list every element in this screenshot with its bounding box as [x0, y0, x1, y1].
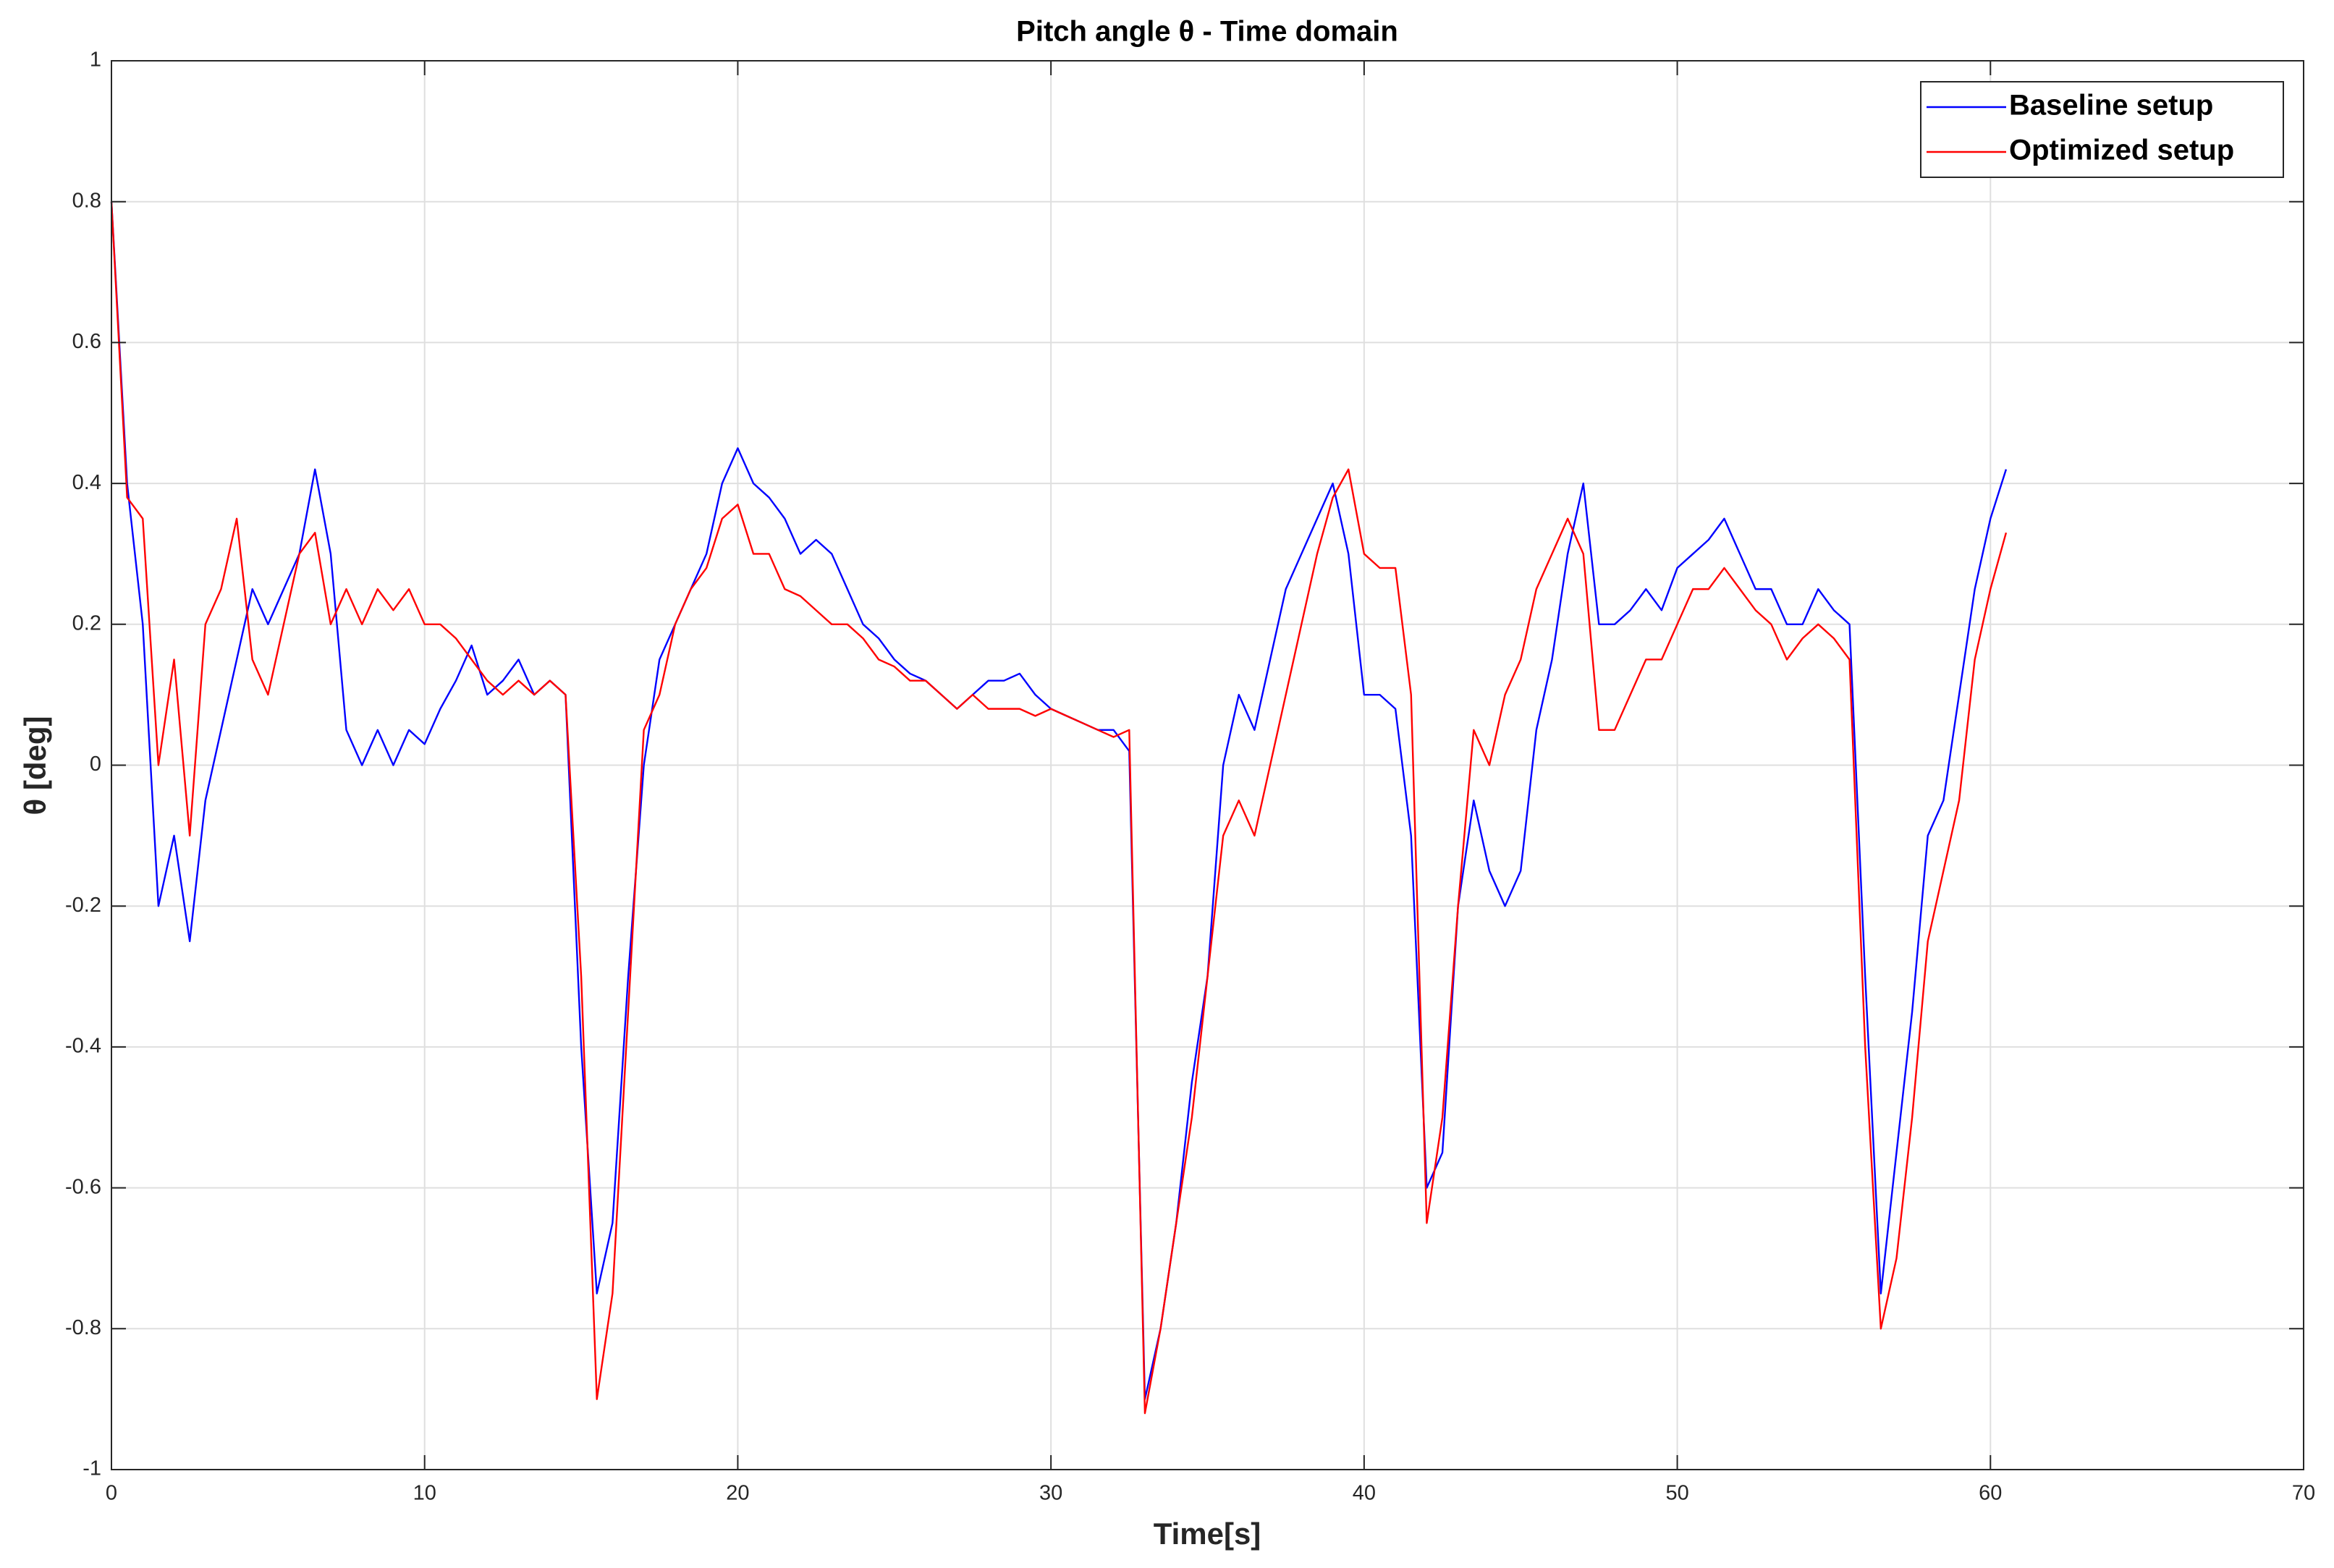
y-tick-label: -0.2 — [65, 894, 101, 917]
y-tick-label: -0.6 — [65, 1175, 101, 1198]
y-axis-label: θ [deg] — [18, 716, 52, 815]
x-tick-label: 30 — [1039, 1482, 1062, 1505]
x-tick-label: 50 — [1665, 1482, 1688, 1505]
x-axis-label: Time[s] — [1154, 1517, 1261, 1551]
y-tick-label: 1 — [90, 48, 101, 72]
y-tick-label: -1 — [83, 1457, 101, 1480]
y-tick-label: -0.4 — [65, 1035, 101, 1058]
x-tick-label: 20 — [726, 1482, 749, 1505]
y-tick-label: 0 — [90, 753, 101, 776]
legend-box — [1920, 81, 2284, 178]
chart-title: Pitch angle θ - Time domain — [1016, 16, 1398, 48]
y-tick-label: 0.4 — [72, 471, 101, 494]
legend-label: Baseline setup — [2009, 90, 2213, 122]
data-line — [110, 201, 2008, 1415]
y-tick-label: -0.8 — [65, 1316, 101, 1339]
x-tick-label: 60 — [1979, 1482, 2002, 1505]
x-tick-label: 10 — [413, 1482, 436, 1505]
y-tick-label: 0.8 — [72, 189, 101, 212]
legend: Baseline setup Optimized setup — [1920, 81, 2284, 178]
y-tick-label: 0.2 — [72, 611, 101, 635]
y-tick-label: 0.6 — [72, 330, 101, 353]
legend-label: Optimized setup — [2009, 135, 2234, 166]
x-tick-label: 70 — [2292, 1482, 2315, 1505]
x-tick-label: 40 — [1353, 1482, 1376, 1505]
x-tick-label: 0 — [106, 1482, 117, 1505]
